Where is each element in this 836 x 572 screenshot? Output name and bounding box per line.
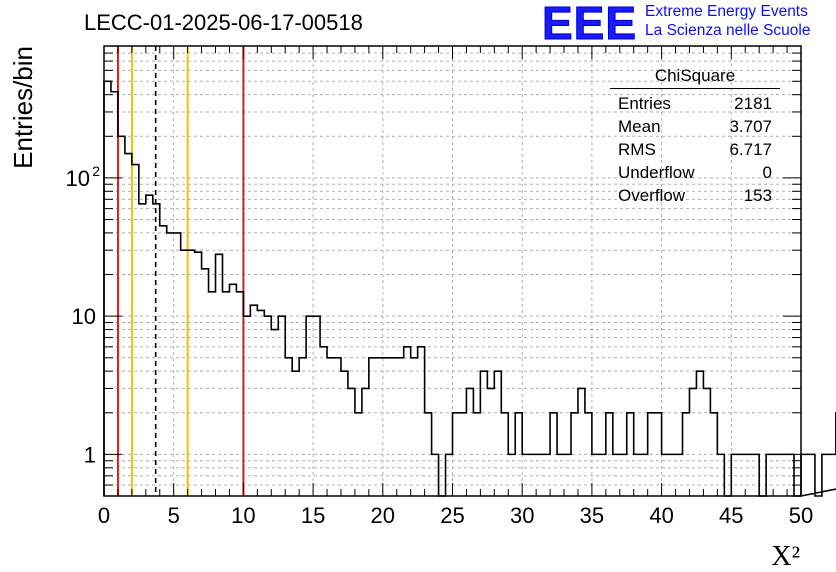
stats-row-underflow: Underflow 0 (610, 161, 780, 184)
y-tick-label: 1 (84, 442, 96, 467)
x-tick-label: 15 (301, 503, 325, 528)
x-tick-label: 30 (510, 503, 534, 528)
stats-label: Underflow (618, 163, 695, 182)
y-tick-label: 10 (72, 304, 96, 329)
stats-row-mean: Mean 3.707 (610, 115, 780, 138)
x-tick-label: 35 (580, 503, 604, 528)
stats-value: 0 (762, 163, 772, 182)
stats-row-entries: Entries 2181 (610, 92, 780, 115)
reference-lines (116, 46, 245, 496)
stats-label: Overflow (618, 186, 686, 205)
stats-label: Entries (618, 94, 671, 113)
stats-value: 153 (743, 186, 772, 205)
histogram-outline (103, 80, 836, 497)
x-tick-label: 25 (440, 503, 464, 528)
eee-logo-mark: EEE (541, 0, 638, 49)
logo-text: Extreme Energy Events La Scienza nelle S… (645, 2, 810, 40)
stats-title: ChiSquare (610, 66, 780, 89)
stats-value: 2181 (734, 94, 772, 113)
x-tick-label: 5 (168, 503, 180, 528)
y-tick-label: 10 (66, 166, 90, 191)
stats-box: ChiSquare Entries 2181 Mean 3.707 RMS 6.… (610, 66, 780, 207)
x-tick-label: 40 (649, 503, 673, 528)
x-axis-label: X² (771, 541, 800, 572)
chart-title: LECC-01-2025-06-17-00518 (84, 10, 363, 35)
x-tick-label: 50 (789, 503, 813, 528)
stats-value: 3.707 (729, 117, 772, 136)
histogram (103, 80, 836, 497)
stats-row-rms: RMS 6.717 (610, 138, 780, 161)
stats-row-overflow: Overflow 153 (610, 184, 780, 207)
eee-logo: EEE Extreme Energy Events La Scienza nel… (541, 0, 810, 49)
x-tick-label: 20 (371, 503, 395, 528)
x-tick-label: 45 (719, 503, 743, 528)
logo-line-2: La Scienza nelle Scuole (645, 22, 811, 39)
x-tick-label: 0 (98, 503, 110, 528)
stats-label: RMS (618, 140, 656, 159)
x-tick-label: 10 (231, 503, 255, 528)
y-tick-exponent: 2 (92, 163, 100, 179)
logo-line-1: Extreme Energy Events (645, 3, 808, 20)
y-axis-label: Entries/bin (8, 46, 38, 169)
stats-value: 6.717 (729, 140, 772, 159)
stats-label: Mean (618, 117, 661, 136)
